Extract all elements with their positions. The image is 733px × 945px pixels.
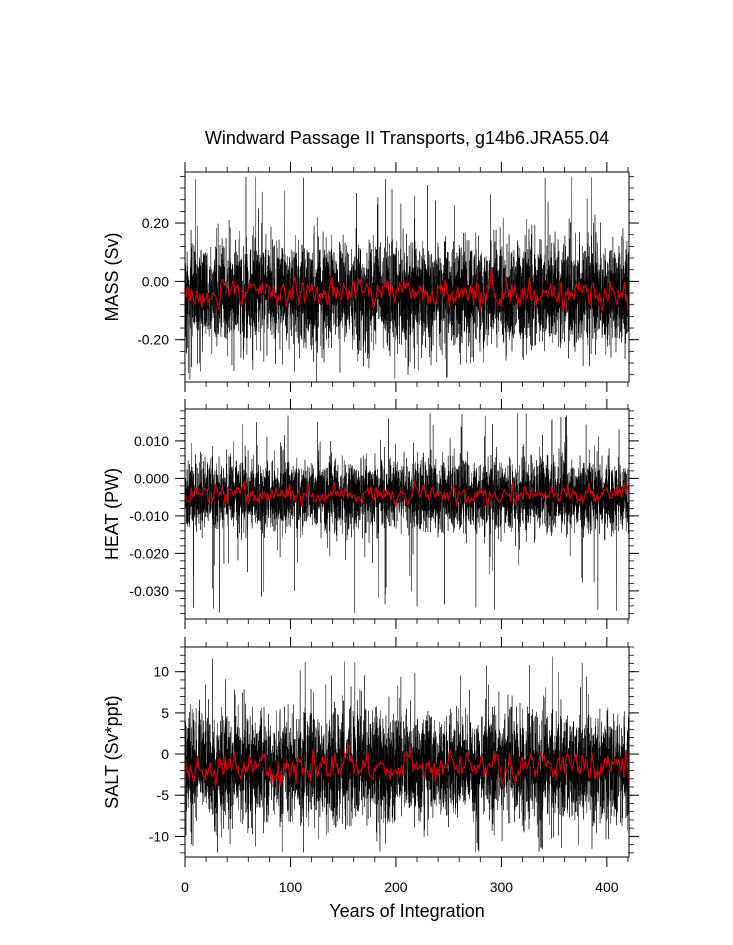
panel-frame-3 — [184, 646, 630, 858]
y-tick-label: 5 — [161, 705, 169, 721]
y-tick-label: 0.00 — [142, 273, 169, 289]
y-axis-title: SALT (Sv*ppt) — [102, 695, 122, 808]
y-tick-label: 0 — [161, 746, 169, 762]
y-tick-label: -0.020 — [129, 545, 169, 561]
y-tick-label: 0.010 — [134, 433, 169, 449]
x-tick-label: 300 — [490, 879, 514, 895]
series-line-monthly-p1 — [184, 176, 630, 383]
panel-frame-1 — [184, 171, 630, 383]
y-tick-label: -10 — [149, 828, 169, 844]
x-tick-label: 400 — [595, 879, 619, 895]
y-tick-label: -5 — [157, 787, 170, 803]
series-line-monthly-p3 — [184, 656, 630, 853]
series-line-annual-p3 — [184, 743, 630, 787]
chart-title: Windward Passage II Transports, g14b6.JR… — [204, 128, 610, 148]
panel-frame-2 — [184, 408, 630, 620]
y-tick-label: -0.030 — [129, 583, 169, 599]
y-tick-label: 0.000 — [134, 470, 169, 486]
y-tick-label: 0.20 — [142, 215, 169, 231]
x-tick-label: 100 — [279, 879, 303, 895]
series-line-monthly-p2 — [184, 413, 630, 614]
x-tick-label: 200 — [384, 879, 408, 895]
y-axis-title: MASS (Sv) — [102, 232, 122, 321]
series-line-annual-p1 — [184, 267, 630, 313]
y-tick-label: -0.010 — [129, 508, 169, 524]
y-axis-title: HEAT (PW) — [102, 468, 122, 560]
y-tick-label: 10 — [153, 664, 169, 680]
x-tick-label: 0 — [181, 879, 189, 895]
series-line-annual-p2 — [184, 481, 630, 509]
x-axis-title: Years of Integration — [329, 901, 485, 921]
y-tick-label: -0.20 — [137, 332, 169, 348]
